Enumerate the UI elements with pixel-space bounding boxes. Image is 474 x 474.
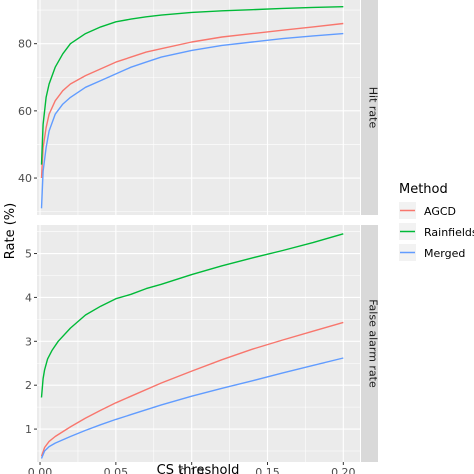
strip-label-false-alarm-rate: False alarm rate	[367, 299, 380, 388]
y-tick-label-hit-rate: 80	[18, 38, 32, 51]
x-tick-label: 0.10	[179, 466, 204, 474]
legend-label-agcd: AGCD	[424, 205, 456, 218]
series-line-agcd-hit-rate	[40, 22, 344, 179]
tick-labels: 40 60 80 1 2 3 4 5 0.00 0.05 0.10 0.15 0.20	[18, 38, 356, 474]
y-tick-label-hit-rate: 60	[18, 105, 32, 118]
strip-label-hit-rate: Hit rate	[367, 87, 380, 129]
x-tick-label: 0.05	[104, 466, 129, 474]
y-tick-label-false-alarm-rate: 3	[25, 335, 32, 348]
y-tick-label-hit-rate: 40	[18, 172, 32, 185]
x-tick-label: 0.00	[28, 466, 53, 474]
y-tick-label-false-alarm-rate: 5	[25, 248, 32, 261]
legend-title: Method	[399, 182, 448, 197]
y-tick-label-false-alarm-rate: 2	[25, 379, 32, 392]
y-axis-title: Rate (%)	[3, 203, 18, 259]
series-lines	[40, 6, 344, 459]
y-tick-label-false-alarm-rate: 1	[25, 423, 32, 436]
x-tick-label: 0.20	[331, 466, 356, 474]
x-axis-title: CS threshold	[157, 463, 240, 474]
legend: Method AGCD Rainfields Merged	[399, 182, 474, 261]
strip-hit-rate	[361, 0, 378, 215]
strip-false-alarm-rate	[361, 225, 378, 462]
series-line-rainfields-hit-rate	[40, 6, 344, 165]
y-tick-label-false-alarm-rate: 4	[25, 291, 32, 304]
grid-lines	[37, 0, 360, 462]
legend-label-rainfields: Rainfields	[424, 226, 474, 239]
panel-background-hit-rate	[37, 0, 360, 215]
series-line-merged-hit-rate	[40, 32, 344, 209]
series-line-agcd-false-alarm-rate	[40, 321, 344, 457]
x-tick-label: 0.15	[255, 466, 280, 474]
legend-label-merged: Merged	[424, 247, 465, 260]
series-line-merged-false-alarm-rate	[40, 357, 344, 459]
panel-background-false-alarm-rate	[37, 225, 360, 462]
series-line-rainfields-false-alarm-rate	[40, 233, 344, 398]
